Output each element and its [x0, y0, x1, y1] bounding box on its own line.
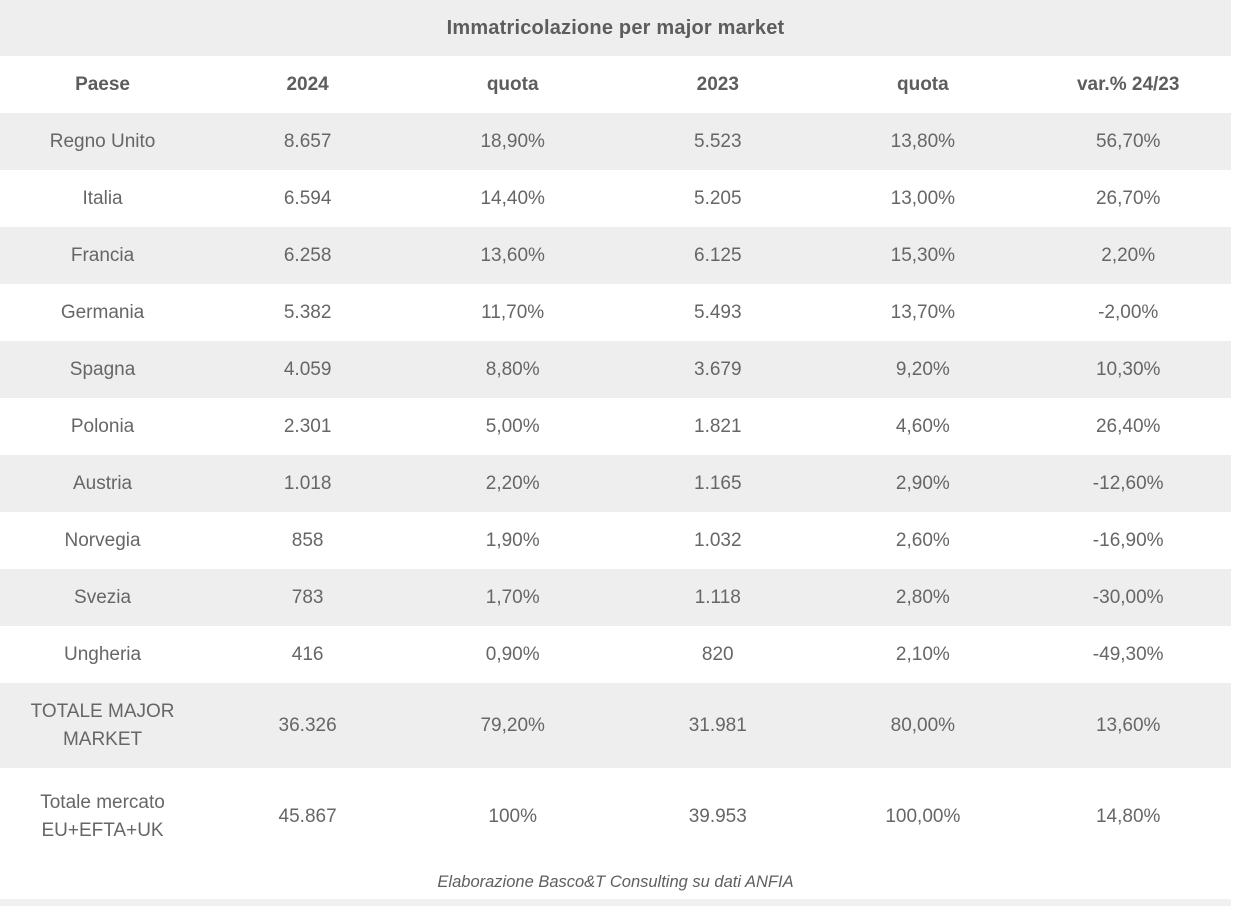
value-cell: 8,80%: [485, 358, 540, 380]
table-row: Norvegia 858 1,90% 1.032 2,60% -16,90%: [0, 512, 1231, 569]
table-row: Polonia 2.301 5,00% 1.821 4,60% 26,40%: [0, 398, 1231, 455]
value-cell: 8.657: [283, 130, 332, 152]
value-cell: 2,20%: [1101, 244, 1156, 266]
source-note: Elaborazione Basco&T Consulting su dati …: [0, 865, 1231, 899]
table-row: Francia 6.258 13,60% 6.125 15,30% 2,20%: [0, 227, 1231, 284]
value-cell: 15,30%: [890, 244, 956, 266]
table-row: Svezia 783 1,70% 1.118 2,80% -30,00%: [0, 569, 1231, 626]
value-cell: 2,90%: [895, 472, 950, 494]
value-cell: 2,10%: [895, 643, 950, 665]
country-cell: TOTALE MAJOR MARKET: [30, 700, 175, 750]
table-row: TOTALE MAJOR MARKET 36.326 79,20% 31.981 80,…: [0, 683, 1231, 768]
value-cell: -16,90%: [1092, 529, 1164, 551]
country-cell: Ungheria: [63, 643, 142, 665]
value-cell: 4,60%: [895, 415, 950, 437]
value-cell: 1.821: [694, 415, 742, 437]
value-cell: 3.679: [694, 358, 742, 380]
country-cell: Italia: [82, 187, 123, 209]
value-cell: 5.382: [283, 301, 332, 323]
value-cell: 1.032: [694, 529, 742, 551]
value-cell: 80,00%: [890, 714, 956, 736]
value-cell: 13,60%: [480, 244, 545, 266]
value-cell: 1,90%: [485, 529, 540, 551]
value-cell: 6.125: [694, 244, 742, 266]
country-cell: Francia: [70, 244, 135, 266]
value-cell: -12,60%: [1092, 472, 1164, 494]
country-cell: Norvegia: [64, 529, 141, 551]
value-cell: 1,70%: [485, 586, 540, 608]
column-header-paese: Paese: [0, 56, 206, 113]
value-cell: 5,00%: [485, 415, 540, 437]
country-cell: Regno Unito: [49, 130, 156, 152]
bottom-divider: [0, 899, 1231, 906]
table-row: Regno Unito 8.657 18,90% 5.523 13,80% 56,70%: [0, 113, 1231, 170]
table-title: Immatricolazione per major market: [0, 0, 1231, 56]
value-cell: 13,60%: [1095, 714, 1161, 736]
table-row: Austria 1.018 2,20% 1.165 2,90% -12,60%: [0, 455, 1231, 512]
header-row: Paese 2024 quota 2023 quota var.% 24/23: [0, 56, 1231, 113]
value-cell: 10,30%: [1095, 358, 1161, 380]
table-header: Paese 2024 quota 2023 quota var.% 24/23: [0, 56, 1231, 113]
table-row: Spagna 4.059 8,80% 3.679 9,20% 10,30%: [0, 341, 1231, 398]
table-row: Totale mercato EU+EFTA+UK 45.867 100% 39.95…: [0, 768, 1231, 865]
value-cell: 6.258: [283, 244, 332, 266]
table-row: Ungheria 416 0,90% 820 2,10% -49,30%: [0, 626, 1231, 683]
value-cell: 18,90%: [480, 130, 545, 152]
country-cell: Svezia: [74, 586, 132, 608]
value-cell: 820: [701, 643, 734, 665]
value-cell: 13,00%: [890, 187, 956, 209]
value-cell: 26,40%: [1095, 415, 1161, 437]
value-cell: 2,60%: [895, 529, 950, 551]
value-cell: 79,20%: [480, 714, 545, 736]
value-cell: 45.867: [278, 805, 337, 827]
value-cell: 1.165: [694, 472, 742, 494]
value-cell: 2.301: [283, 415, 332, 437]
value-cell: 0,90%: [485, 643, 540, 665]
value-cell: 5.493: [694, 301, 742, 323]
country-cell: Polonia: [70, 415, 135, 437]
table-body: Regno Unito 8.657 18,90% 5.523 13,80% 56,70% I…: [0, 113, 1231, 865]
value-cell: 5.205: [694, 187, 742, 209]
value-cell: 100%: [488, 805, 537, 827]
value-cell: 1.118: [694, 586, 741, 608]
country-cell: Austria: [72, 472, 133, 494]
value-cell: 100,00%: [885, 805, 961, 827]
value-cell: 14,40%: [480, 187, 545, 209]
value-cell: 13,70%: [890, 301, 956, 323]
value-cell: 416: [291, 643, 324, 665]
registrations-table: Paese 2024 quota 2023 quota var.% 24/23 …: [0, 56, 1231, 865]
value-cell: 2,80%: [895, 586, 950, 608]
value-cell: 858: [291, 529, 324, 551]
value-cell: 26,70%: [1095, 187, 1161, 209]
country-cell: Germania: [60, 301, 145, 323]
value-cell: -30,00%: [1092, 586, 1164, 608]
value-cell: 14,80%: [1095, 805, 1161, 827]
value-cell: 6.594: [283, 187, 332, 209]
value-cell: 5.523: [694, 130, 742, 152]
column-header-quota-2024: quota: [410, 56, 616, 113]
value-cell: 1.018: [283, 472, 332, 494]
value-cell: -2,00%: [1098, 301, 1159, 323]
value-cell: 13,80%: [890, 130, 956, 152]
value-cell: 56,70%: [1095, 130, 1161, 152]
table-row: Germania 5.382 11,70% 5.493 13,70% -2,00%: [0, 284, 1231, 341]
value-cell: -49,30%: [1092, 643, 1164, 665]
value-cell: 39.953: [688, 805, 747, 827]
column-header-var: var.% 24/23: [1025, 56, 1231, 113]
value-cell: 4.059: [283, 358, 332, 380]
value-cell: 31.981: [688, 714, 747, 736]
country-cell: Totale mercato EU+EFTA+UK: [40, 791, 165, 841]
value-cell: 783: [291, 586, 324, 608]
value-cell: 2,20%: [485, 472, 540, 494]
country-cell: Spagna: [69, 358, 136, 380]
value-cell: 11,70%: [481, 301, 545, 323]
column-header-quota-2023: quota: [820, 56, 1026, 113]
value-cell: 9,20%: [895, 358, 950, 380]
column-header-2023: 2023: [615, 56, 821, 113]
column-header-2024: 2024: [205, 56, 411, 113]
value-cell: 36.326: [278, 714, 337, 736]
table-row: Italia 6.594 14,40% 5.205 13,00% 26,70%: [0, 170, 1231, 227]
